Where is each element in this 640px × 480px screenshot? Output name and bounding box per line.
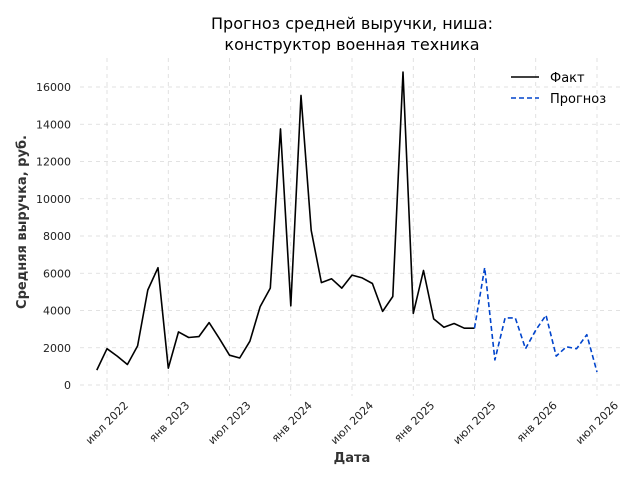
series-line-forecast	[473, 266, 598, 373]
y-tick-label: 8000	[43, 230, 71, 243]
y-tick-label: 16000	[36, 81, 71, 94]
series	[96, 71, 598, 373]
x-tick-label: янв 2024	[269, 399, 315, 445]
legend: Факт Прогноз	[511, 71, 606, 107]
x-tick-label: июл 2022	[83, 399, 131, 447]
grid	[80, 58, 624, 396]
y-tick-label: 4000	[43, 305, 71, 318]
y-tick-label: 0	[64, 379, 71, 392]
chart-title: Прогноз средней выручки, ниша:	[211, 14, 493, 33]
x-tick-label: июл 2023	[206, 399, 254, 447]
y-tick-label: 6000	[43, 267, 71, 280]
chart-subtitle: конструктор военная техника	[224, 35, 479, 54]
y-axis-ticks: 0 2000 4000 6000 8000 10000 12000 14000 16000	[36, 81, 71, 392]
x-tick-label: янв 2025	[392, 399, 438, 445]
x-tick-label: июл 2025	[451, 399, 499, 447]
y-tick-label: 14000	[36, 118, 71, 131]
y-tick-label: 2000	[43, 342, 71, 355]
x-tick-label: янв 2023	[147, 399, 193, 445]
x-tick-label: июл 2024	[328, 399, 376, 447]
y-tick-label: 10000	[36, 193, 71, 206]
x-axis-ticks: июл 2022 янв 2023 июл 2023 янв 2024 июл 2024…	[83, 399, 621, 447]
series-line-fact	[96, 71, 475, 371]
x-axis-label: Дата	[334, 451, 371, 466]
x-tick-label: июл 2026	[573, 399, 621, 447]
legend-label-forecast: Прогноз	[550, 92, 606, 107]
y-axis-label: Средняя выручка, руб.	[15, 135, 30, 309]
x-tick-label: янв 2026	[514, 399, 560, 445]
legend-label-fact: Факт	[550, 71, 585, 86]
y-tick-label: 12000	[36, 156, 71, 169]
